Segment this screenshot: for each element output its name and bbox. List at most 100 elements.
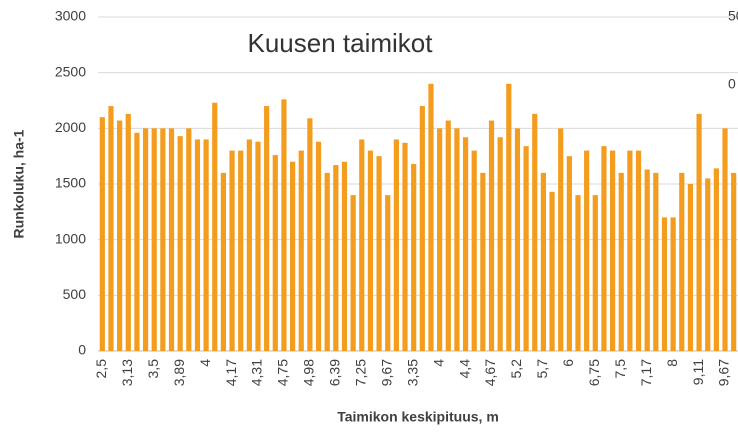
bar [125,113,131,351]
x-tick-label: 4,31 [249,359,265,386]
bar [212,102,218,351]
bar [246,139,252,351]
x-tick-label: 3,89 [171,359,187,386]
bar [445,120,451,351]
bar [142,128,149,351]
bar [281,99,287,352]
bar [290,161,296,351]
bar [592,195,598,351]
x-tick-label: 6,75 [586,359,602,386]
y-tick-label: 2500 [55,63,86,79]
bar [117,120,123,351]
bar [393,139,399,351]
x-tick-label: 7,17 [638,359,654,386]
bar [108,106,114,351]
bar [385,195,391,351]
bar [687,184,694,351]
bar [428,83,434,352]
bar [315,141,322,351]
bar [644,169,650,351]
title-background [205,25,475,65]
bar [601,146,607,351]
bar [238,150,244,351]
bar [168,128,175,351]
bar [722,128,728,351]
bar [705,178,711,351]
y-tick-label: 1500 [55,175,86,191]
chart-title: Kuusen taimikot [248,28,434,58]
bar [194,139,201,351]
bar [229,150,235,351]
bar [272,155,278,351]
bar [488,120,495,351]
bar [186,128,192,351]
x-tick-label: 6,39 [327,359,343,386]
bar [264,106,270,351]
bar [151,128,157,351]
bar [618,172,624,351]
bar [99,117,105,351]
bar [341,161,348,351]
bar [203,139,209,351]
bar [696,113,702,351]
bar [532,113,538,351]
bar [610,150,616,351]
bar [497,137,503,351]
x-tick-label: 4 [197,359,213,367]
bar [584,150,590,351]
bar [480,172,486,351]
y-axis-title: Runkoluku, ha-1 [11,129,27,238]
bar [462,137,469,351]
bar [411,163,417,351]
bar [160,128,166,351]
x-tick-label: 4,98 [301,359,317,386]
x-tick-label: 5,2 [508,359,524,379]
x-tick-label: 9,67 [716,359,732,386]
bar [454,128,460,351]
bar [713,168,719,351]
bar [333,165,339,351]
x-tick-label: 7,25 [352,359,368,386]
bar [506,83,512,352]
x-tick-label: 9,67 [378,359,394,386]
bar [177,136,183,351]
bar [635,150,642,351]
bar [627,150,633,351]
x-tick-label: 3,35 [404,359,420,386]
bar [653,172,659,351]
bar [359,139,365,351]
x-tick-label: 4,67 [482,359,498,386]
x-tick-label: 3,5 [145,359,161,379]
y2-tick-label: 0 [728,76,736,92]
bar [471,150,477,351]
bar [437,128,443,351]
bar [514,128,521,351]
bar [134,132,140,351]
x-tick-label: 4,17 [223,359,239,386]
x-tick-label: 8 [664,359,680,367]
bar [402,142,408,351]
bar [540,172,546,351]
y-tick-label: 1000 [55,230,86,246]
x-tick-label: 7,5 [612,359,628,379]
y-tick-label: 0 [78,342,86,358]
x-tick-label: 5,7 [534,359,550,379]
bar [255,141,261,351]
bar [558,128,564,351]
bar [661,217,668,351]
x-tick-label: 6 [560,359,576,367]
bar [419,106,425,351]
x-axis-title: Taimikon keskipituus, m [337,409,499,425]
y-tick-label: 3000 [55,8,86,24]
bar [376,156,382,351]
x-tick-label: 2,5 [93,359,109,379]
bar [679,172,685,351]
bar [731,172,737,351]
bar [324,172,330,351]
bar [575,195,581,351]
x-tick-label: 4 [430,359,446,367]
y-tick-label: 2000 [55,119,86,135]
bar [549,191,555,351]
bar [566,156,572,351]
